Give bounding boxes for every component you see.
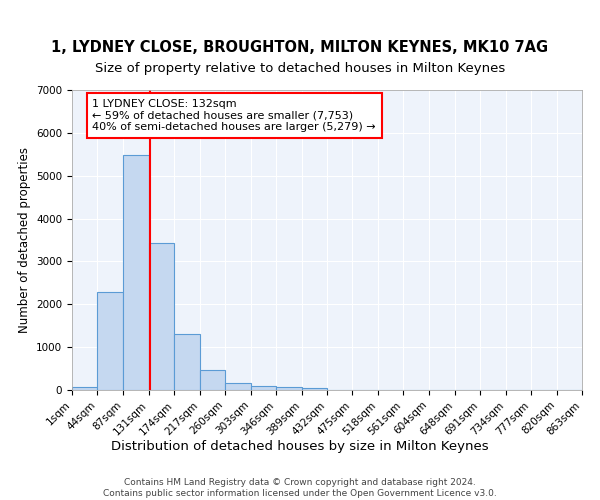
Bar bbox=[200, 370, 225, 390]
Bar bbox=[123, 154, 149, 390]
Bar bbox=[175, 334, 200, 390]
Bar bbox=[276, 388, 302, 390]
Bar bbox=[97, 292, 123, 390]
Text: 1, LYDNEY CLOSE, BROUGHTON, MILTON KEYNES, MK10 7AG: 1, LYDNEY CLOSE, BROUGHTON, MILTON KEYNE… bbox=[52, 40, 548, 55]
Bar bbox=[149, 242, 175, 390]
Bar bbox=[225, 383, 251, 390]
Text: Distribution of detached houses by size in Milton Keynes: Distribution of detached houses by size … bbox=[111, 440, 489, 453]
Text: Size of property relative to detached houses in Milton Keynes: Size of property relative to detached ho… bbox=[95, 62, 505, 75]
Y-axis label: Number of detached properties: Number of detached properties bbox=[17, 147, 31, 333]
Bar bbox=[302, 388, 327, 390]
Text: Contains HM Land Registry data © Crown copyright and database right 2024.
Contai: Contains HM Land Registry data © Crown c… bbox=[103, 478, 497, 498]
Bar bbox=[72, 386, 97, 390]
Text: 1 LYDNEY CLOSE: 132sqm
← 59% of detached houses are smaller (7,753)
40% of semi-: 1 LYDNEY CLOSE: 132sqm ← 59% of detached… bbox=[92, 99, 376, 132]
Bar bbox=[251, 386, 276, 390]
